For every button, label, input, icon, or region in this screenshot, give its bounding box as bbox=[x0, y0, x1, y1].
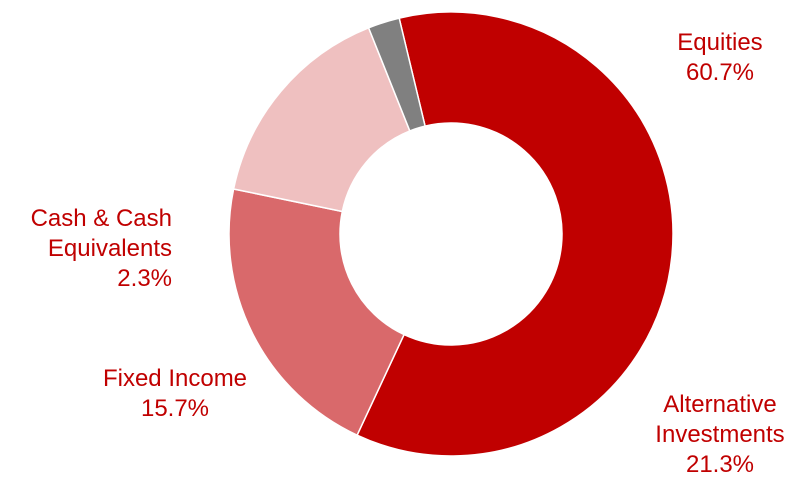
label-alternative-value: 21.3% bbox=[685, 451, 755, 478]
label-cash-equivalents: Cash & Cash Equivalents 2.3% bbox=[0, 204, 172, 294]
label-cash-name-line2: Equivalents bbox=[47, 235, 172, 262]
donut-slices bbox=[228, 11, 674, 457]
label-alternative-investments: Alternative Investments 21.3% bbox=[620, 390, 803, 480]
slice-fixed-income bbox=[232, 26, 411, 213]
label-fixed-income: Fixed Income 15.7% bbox=[60, 364, 290, 424]
label-fixed-income-value: 15.7% bbox=[140, 395, 210, 422]
label-cash-name-line1: Cash & Cash bbox=[30, 205, 172, 232]
label-alternative-name-line2: Investments bbox=[655, 421, 785, 448]
label-cash-value: 2.3% bbox=[117, 265, 172, 292]
slice-alternative-investments bbox=[228, 188, 406, 437]
label-equities: Equities 60.7% bbox=[640, 28, 800, 88]
slice-equities bbox=[356, 11, 674, 457]
label-alternative-name-line1: Alternative bbox=[663, 391, 777, 418]
label-equities-value: 60.7% bbox=[685, 59, 755, 86]
label-equities-name: Equities bbox=[677, 29, 763, 56]
label-fixed-income-name: Fixed Income bbox=[102, 365, 248, 392]
slice-cash-cash-equivalents bbox=[367, 17, 426, 132]
